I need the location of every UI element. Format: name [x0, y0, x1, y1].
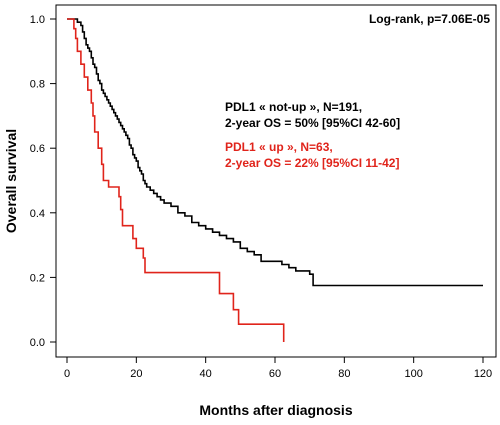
survival-curves [67, 18, 483, 342]
y-tick-label: 0.0 [30, 337, 45, 349]
series-line-up [67, 18, 285, 342]
series-line-not-up [67, 18, 483, 287]
y-tick-label: 1.0 [30, 14, 45, 26]
x-tick-label: 60 [269, 368, 281, 380]
series-label-up-line2: 2-year OS = 22% [95%CI 11-42] [225, 156, 399, 170]
x-tick-label: 120 [474, 368, 492, 380]
x-axis-title: Months after diagnosis [199, 402, 352, 418]
x-tick-label: 40 [200, 368, 212, 380]
series-label-up-line1: PDL1 « up », N=63, [225, 140, 333, 154]
x-axis: 0 20 40 60 80 100 120 [64, 357, 492, 380]
plot-frame [55, 4, 497, 358]
x-tick-label: 80 [338, 368, 350, 380]
x-tick-label: 0 [64, 368, 70, 380]
x-tick-label: 100 [404, 368, 422, 380]
y-tick-label: 0.2 [30, 272, 45, 284]
series-label-not-up-line1: PDL1 « not-up », N=191, [225, 100, 362, 114]
y-axis-title: Overall survival [3, 129, 19, 233]
series-label-not-up-line2: 2-year OS = 50% [95%CI 42-60] [225, 116, 400, 130]
x-tick-label: 20 [130, 368, 142, 380]
y-tick-label: 0.8 [30, 79, 45, 91]
pvalue-annotation: Log-rank, p=7.06E-05 [369, 12, 490, 26]
y-tick-label: 0.4 [30, 208, 45, 220]
y-tick-label: 0.6 [30, 143, 45, 155]
y-axis: 0.0 0.2 0.4 0.6 0.8 1.0 [30, 14, 56, 349]
